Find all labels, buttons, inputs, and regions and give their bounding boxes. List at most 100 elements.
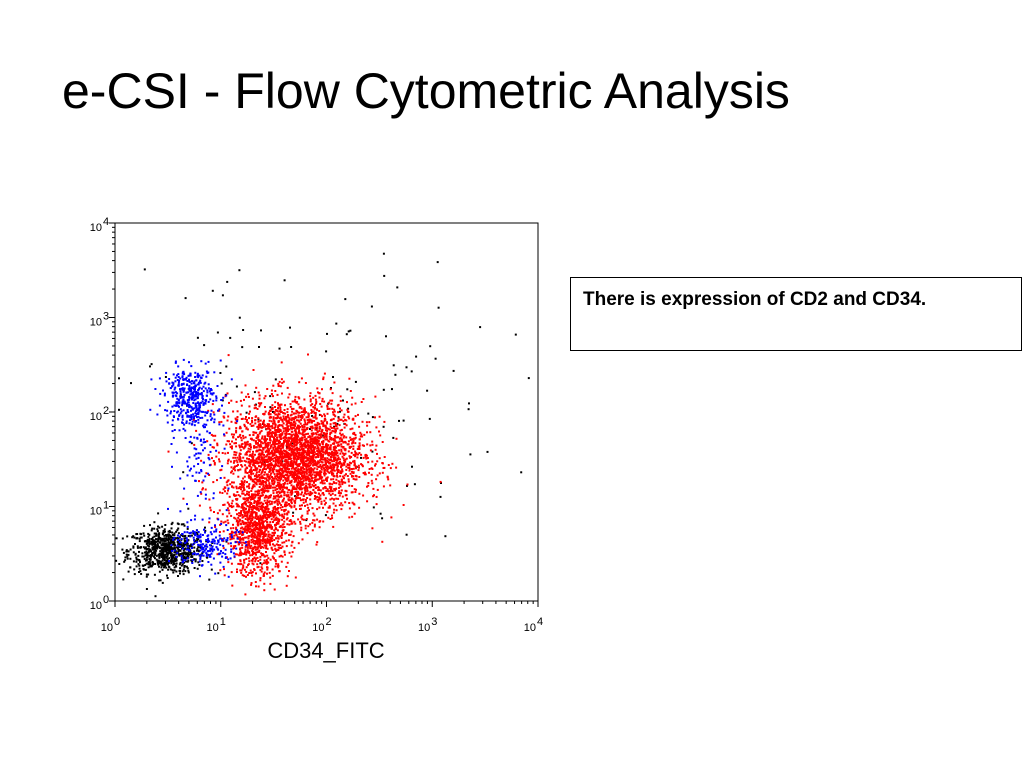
scatter-point [267,450,270,453]
scatter-point [156,544,159,546]
scatter-point [290,434,293,437]
scatter-point [334,415,337,418]
scatter-point [305,468,308,471]
scatter-point [283,505,286,508]
scatter-point [122,551,125,554]
scatter-point [221,492,224,494]
scatter-point [174,557,177,560]
scatter-point [278,496,281,498]
scatter-point [151,553,154,556]
scatter-point [171,533,174,536]
scatter-point [267,411,270,414]
scatter-point [253,556,256,559]
scatter-point [277,546,280,549]
scatter-point [256,442,259,445]
scatter-point [278,434,281,436]
scatter-point [249,530,252,533]
scatter-point [368,468,371,470]
scatter-point [305,446,308,449]
scatter-point [269,441,272,444]
scatter-point [258,452,261,455]
scatter-point [279,464,282,467]
scatter-point [275,477,278,480]
scatter-point [158,554,161,557]
scatter-point [288,570,290,572]
scatter-point [327,490,330,493]
scatter-point [314,496,317,499]
scatter-point [387,478,390,481]
scatter-point [236,505,239,508]
scatter-point [301,443,304,446]
scatter-point [283,492,286,494]
scatter-point [295,461,298,464]
scatter-point [165,534,167,536]
scatter-point [299,462,302,465]
scatter-point [321,429,324,432]
scatter-point [285,419,288,422]
scatter-point [303,418,306,421]
scatter-point [332,437,335,440]
scatter-point [155,558,158,561]
scatter-point [265,428,268,431]
scatter-point [339,399,342,402]
scatter-point [269,457,272,460]
scatter-point [302,483,305,486]
scatter-point [303,423,306,426]
scatter-point [275,562,278,565]
scatter-point [330,486,333,489]
scatter-point [203,344,206,347]
scatter-point [337,403,340,406]
scatter-point [266,434,269,437]
scatter-point [264,471,266,474]
scatter-point [272,497,275,500]
scatter-point [139,561,141,564]
scatter-point [155,538,157,541]
scatter-point [288,468,290,471]
scatter-point [260,566,263,569]
scatter-point [184,297,187,300]
scatter-point [272,466,275,469]
scatter-point [306,532,309,535]
scatter-point [238,519,241,522]
scatter-point [290,467,293,470]
scatter-point [257,534,260,537]
scatter-point [276,529,279,532]
scatter-point [302,518,305,521]
scatter-point [245,427,248,430]
scatter-point [327,516,330,519]
scatter-point [469,453,472,456]
scatter-point [376,452,378,455]
scatter-point [244,443,247,446]
scatter-point [173,546,176,549]
scatter-point [252,424,255,427]
scatter-point [138,567,141,570]
scatter-point [278,447,281,450]
scatter-point [300,377,303,380]
scatter-point [277,403,280,406]
scatter-point [315,543,318,546]
scatter-point [179,561,182,564]
scatter-point [199,546,202,549]
scatter-point [257,428,260,430]
scatter-point [250,470,253,473]
scatter-point [264,485,267,487]
scatter-point [144,568,147,571]
scatter-point [248,417,250,420]
scatter-point [134,552,137,555]
scatter-point [276,500,279,503]
scatter-point [177,543,180,546]
scatter-point [242,456,245,459]
scatter-point [348,502,351,504]
scatter-point [268,476,271,479]
scatter-point [337,417,340,420]
scatter-point [147,566,150,569]
scatter-point [324,497,327,500]
scatter-point [177,532,180,535]
scatter-point [257,539,260,542]
scatter-point [314,495,316,497]
scatter-point [271,408,274,411]
scatter-point [244,436,247,439]
scatter-point [251,574,254,577]
scatter-point [260,494,263,497]
scatter-point [257,509,260,512]
